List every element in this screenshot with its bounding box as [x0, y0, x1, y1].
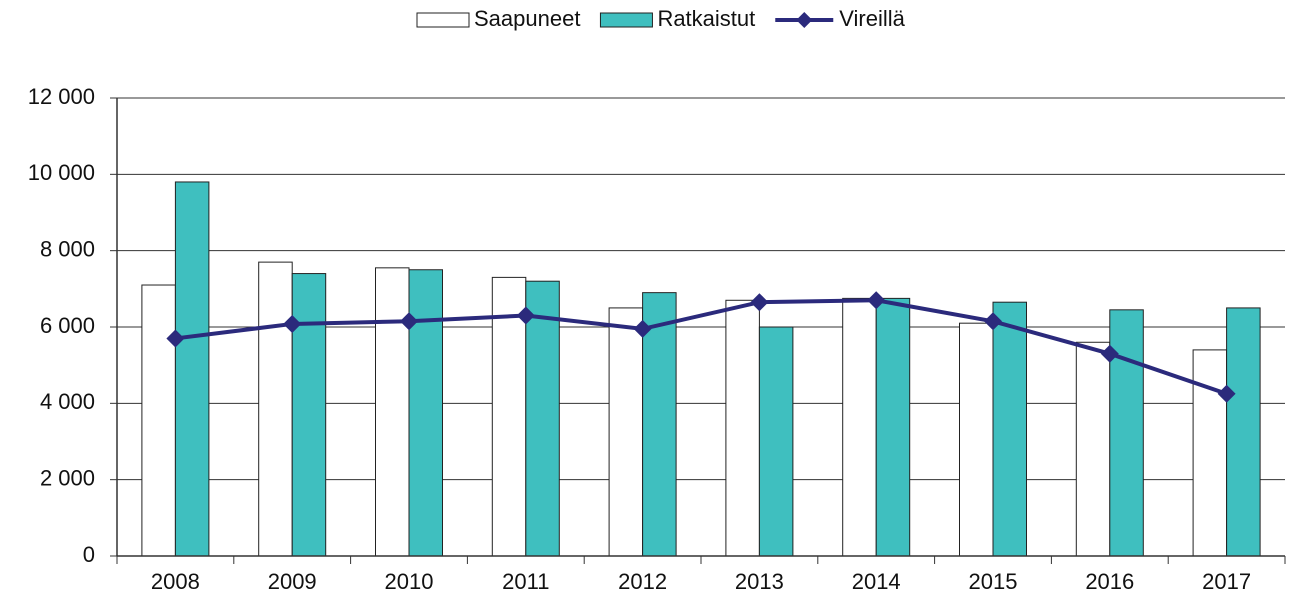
marker: [633, 319, 652, 338]
line: [175, 298, 1228, 396]
legend-label: Vireillä: [839, 6, 905, 31]
marker: [1100, 344, 1119, 363]
x-tick-label: 2016: [1085, 569, 1134, 594]
marker: [867, 291, 886, 310]
y-tick-label: 0: [83, 542, 95, 567]
y-tick-label: 8 000: [40, 236, 95, 261]
bar: [291, 273, 327, 557]
x-tick-label: 2014: [852, 569, 901, 594]
bar: [959, 322, 994, 557]
bar: [408, 269, 443, 557]
y-tick-label: 4 000: [40, 389, 95, 414]
marker: [750, 293, 769, 312]
x-tick-label: 2017: [1202, 569, 1251, 594]
legend-swatch: [416, 12, 470, 28]
x-tick-label: 2015: [969, 569, 1018, 594]
x-tick-label: 2011: [502, 569, 549, 594]
marker: [400, 312, 418, 331]
marker: [516, 306, 535, 325]
bar: [992, 301, 1027, 557]
bar: [1075, 341, 1111, 557]
y-tick-label: 12 000: [28, 84, 95, 109]
x-tick-label: 2013: [735, 569, 784, 594]
bar: [258, 261, 293, 557]
bar: [1109, 309, 1144, 557]
bar: [842, 297, 877, 557]
legend-swatch: [599, 12, 653, 28]
legend: Saapuneet Ratkaistut Vireillä: [416, 6, 906, 31]
x-tick-label: 2010: [385, 569, 434, 594]
y-tick-label: 10 000: [28, 160, 95, 185]
legend-swatch: [796, 12, 813, 28]
bar: [758, 326, 794, 557]
bar: [141, 284, 176, 557]
bar: [491, 276, 527, 557]
x-tick-label: 2008: [151, 569, 200, 594]
bar: [375, 267, 410, 557]
marker: [166, 329, 185, 348]
bar: [725, 299, 760, 557]
bar: [1192, 349, 1228, 557]
x-tick-label: 2012: [618, 569, 667, 594]
bar: [1226, 307, 1261, 557]
bar: [174, 181, 210, 557]
marker: [1217, 384, 1236, 403]
legend-label: Ratkaistut: [657, 6, 755, 31]
y-tick-label: 2 000: [40, 465, 95, 490]
legend-label: Saapuneet: [474, 6, 580, 31]
marker: [283, 314, 302, 333]
y-tick-label: 6 000: [40, 313, 95, 338]
x-tick-label: 2009: [268, 569, 317, 594]
marker: [984, 312, 1002, 331]
bar: [525, 280, 560, 557]
bar: [642, 292, 677, 557]
bar: [875, 297, 911, 557]
bar: [608, 307, 644, 557]
